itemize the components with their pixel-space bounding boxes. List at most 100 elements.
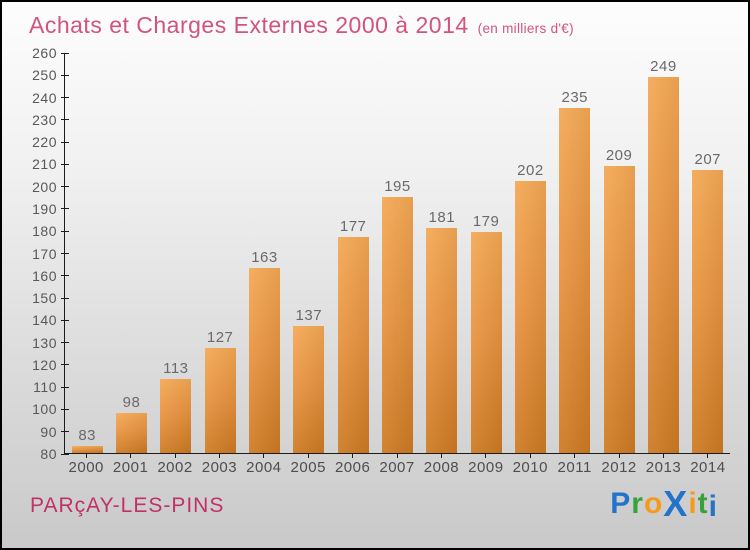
logo-letter: X <box>663 483 689 524</box>
y-axis-tick-label: 80 <box>40 446 57 462</box>
bar <box>160 379 192 453</box>
bar-group: 202 <box>508 162 552 453</box>
x-axis-tick-mark <box>352 454 354 458</box>
x-axis-cell: 2006 <box>330 454 374 476</box>
x-axis-cell: 2014 <box>686 454 730 476</box>
bar <box>603 165 635 453</box>
x-axis-tick-mark <box>263 454 265 458</box>
y-axis-tick-label: 100 <box>32 401 57 418</box>
proxiti-logo[interactable]: ProXiti <box>610 483 718 524</box>
x-axis-cell: 2007 <box>375 454 419 476</box>
bar-value-label: 179 <box>472 213 500 231</box>
bar-value-label: 202 <box>517 162 544 180</box>
x-axis-label: 2014 <box>690 459 726 476</box>
x-axis-cell: 2010 <box>508 454 552 476</box>
x-axis-label: 2005 <box>290 459 326 476</box>
x-axis-tick-mark <box>440 454 442 458</box>
y-axis-tick-label: 120 <box>32 356 57 373</box>
y-axis-tick-mark <box>61 297 69 299</box>
x-axis-tick-mark <box>529 454 531 458</box>
y-axis-tick-label: 260 <box>32 45 57 61</box>
y-axis-tick-mark <box>61 364 69 366</box>
bar <box>470 232 502 453</box>
x-axis-label: 2001 <box>112 459 149 476</box>
y-axis-tick-label: 140 <box>32 312 57 329</box>
x-axis-cell: 2000 <box>64 454 108 476</box>
y-axis-tick-mark <box>61 319 69 321</box>
x-axis-tick-mark <box>485 454 487 458</box>
y-axis-tick-label: 90 <box>40 423 57 440</box>
x-axis-cell: 2005 <box>286 454 330 476</box>
logo-letter: P <box>610 487 632 520</box>
x-axis-tick-mark <box>574 454 576 458</box>
x-axis-label: 2003 <box>201 459 238 476</box>
bar-value-label: 195 <box>384 177 411 195</box>
bar-value-label: 177 <box>339 217 367 235</box>
bar-group: 207 <box>686 151 730 453</box>
bar-value-label: 249 <box>650 57 677 75</box>
x-axis-cell: 2011 <box>552 454 596 476</box>
bar-value-label: 83 <box>78 427 96 445</box>
x-axis-label: 2004 <box>246 459 282 476</box>
x-axis-cell: 2001 <box>108 454 152 476</box>
y-axis-tick-mark <box>61 453 69 455</box>
x-axis-label: 2006 <box>334 459 371 476</box>
y-axis-tick-label: 170 <box>32 245 57 262</box>
x-axis-label: 2010 <box>512 459 548 476</box>
x-axis-cell: 2004 <box>242 454 286 476</box>
bar <box>426 228 458 453</box>
logo-letter: t <box>697 487 709 520</box>
y-axis-tick-label: 230 <box>32 111 57 128</box>
logo-letter: i <box>688 487 698 520</box>
bar-group: 181 <box>420 209 464 453</box>
logo-letter: r <box>631 487 644 520</box>
y-axis-tick-mark <box>61 119 69 121</box>
bar-group: 177 <box>331 218 375 453</box>
x-axis-cell: 2002 <box>153 454 197 476</box>
bar-value-label: 209 <box>605 146 633 164</box>
logo-letter: o <box>643 487 664 520</box>
x-axis-label: 2000 <box>68 459 104 476</box>
bar-value-label: 137 <box>295 307 323 325</box>
page-title: Achats et Charges Externes 2000 à 2014 <box>29 12 469 38</box>
bar-group: 249 <box>641 58 685 453</box>
x-axis-tick-mark <box>174 454 176 458</box>
bar <box>71 446 103 453</box>
bar-group: 179 <box>464 213 508 453</box>
x-axis-label: 2007 <box>379 459 415 476</box>
bar <box>293 326 325 453</box>
x-axis-tick-mark <box>618 454 620 458</box>
x-axis-tick-mark <box>218 454 220 458</box>
bar-group: 235 <box>553 89 597 453</box>
y-axis-tick-mark <box>61 208 69 210</box>
logo-letter: i <box>708 490 718 523</box>
chart-header: Achats et Charges Externes 2000 à 2014 (e… <box>29 12 574 39</box>
y-axis-tick-mark <box>61 186 69 188</box>
bar <box>115 412 147 453</box>
y-axis-tick-mark <box>61 230 69 232</box>
bar-chart: 80 90 100 110 120 130 140 150 160 170 180 190 200 210… <box>32 45 730 462</box>
bar-group: 83 <box>65 427 109 453</box>
y-axis-tick-mark <box>61 431 69 433</box>
bar-group: 195 <box>375 178 419 453</box>
bar-group: 127 <box>198 329 242 453</box>
bar-group: 209 <box>597 147 641 453</box>
bar <box>692 170 724 453</box>
x-axis-label: 2013 <box>645 459 682 476</box>
bar-value-label: 163 <box>251 249 278 267</box>
x-axis-cell: 2009 <box>464 454 508 476</box>
y-axis-tick-mark <box>61 253 69 254</box>
y-axis-tick-label: 190 <box>32 200 57 217</box>
y-axis-tick-mark <box>61 408 69 410</box>
y-axis-tick-label: 240 <box>32 89 57 106</box>
y-axis-tick-label: 160 <box>32 267 57 284</box>
x-axis-tick-mark <box>707 454 709 458</box>
y-axis-tick-label: 210 <box>32 156 57 173</box>
bar-group: 163 <box>242 249 286 453</box>
bar-group: 113 <box>154 360 198 453</box>
bar <box>559 107 591 453</box>
x-axis-tick-mark <box>662 454 664 458</box>
x-axis-label: 2011 <box>557 459 592 476</box>
bars-area: 83 98 113 127 163 137 177 195 181 179 202 235 209 249… <box>65 53 730 453</box>
